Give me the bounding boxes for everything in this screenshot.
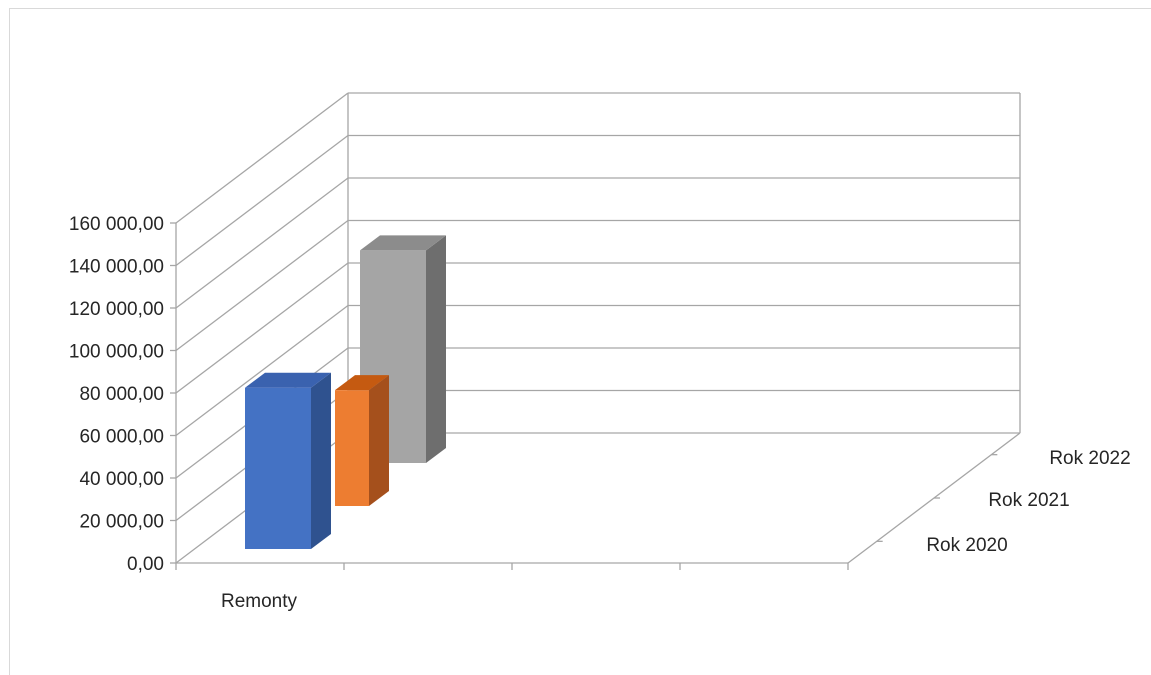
depth-series-label: Rok 2020 [926, 535, 1007, 556]
depth-series-label: Rok 2021 [988, 490, 1069, 511]
side-wall-gridline [175, 92, 349, 224]
y-tick-label: 140 000,00 [69, 257, 164, 278]
y-tick-label: 40 000,00 [79, 469, 164, 490]
bar-top [245, 372, 331, 388]
bar-top [335, 375, 389, 391]
side-wall-gridline [175, 262, 349, 394]
depth-series-label: Rok 2022 [1049, 448, 1130, 469]
side-wall-gridline [175, 177, 349, 309]
bar-side [426, 235, 446, 463]
side-wall-gridline [175, 134, 349, 267]
category-label: Remonty [221, 591, 298, 612]
bars [245, 235, 446, 549]
bar-rok-2021 [335, 375, 389, 506]
y-tick-label: 100 000,00 [69, 342, 164, 363]
y-tick-label: 20 000,00 [79, 512, 164, 533]
bar-front [245, 387, 311, 549]
axes [170, 222, 1021, 570]
side-wall-gridline [175, 219, 349, 352]
bar-front [335, 390, 369, 506]
bar-top [360, 235, 446, 251]
side-wall-gridline [175, 304, 349, 437]
y-tick-label: 120 000,00 [69, 299, 164, 320]
labels: 0,00 20 000,00 40 000,00 60 000,00 80 000,00… [69, 214, 1131, 612]
y-tick-label: 160 000,00 [69, 214, 164, 235]
y-tick-label: 60 000,00 [79, 427, 164, 448]
chart-frame [9, 8, 1151, 675]
bar-side [369, 375, 389, 506]
y-tick-label: 80 000,00 [79, 384, 164, 405]
bar-side [311, 372, 331, 549]
y-tick-label: 0,00 [127, 554, 164, 575]
bar-rok-2020 [245, 372, 331, 549]
